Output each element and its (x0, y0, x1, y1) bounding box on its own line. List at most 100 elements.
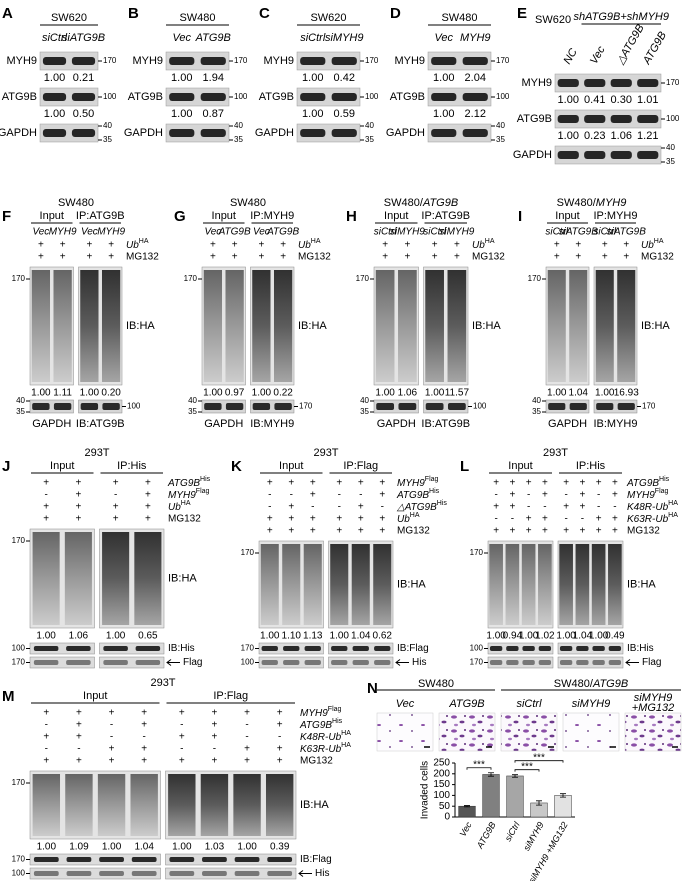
band (33, 646, 59, 651)
cell-line: SW480 (441, 12, 477, 24)
text-segment: K48R-Ub (300, 732, 342, 743)
sign: + (38, 252, 44, 263)
sign: + (602, 240, 608, 251)
sign: - (494, 490, 497, 501)
panel-letter: B (128, 5, 139, 22)
sign: + (579, 526, 585, 537)
band (99, 871, 124, 876)
lane-label: ATG9B (640, 30, 669, 67)
protein-label: GAPDH (386, 127, 425, 139)
sign: + (404, 240, 410, 251)
text-segment: SW480/ (384, 197, 424, 209)
panel-letter: D (390, 5, 401, 22)
smear (375, 270, 395, 382)
band (131, 857, 157, 862)
lane-label: siCtrl (42, 32, 68, 44)
smear (282, 544, 301, 625)
sign: + (43, 732, 49, 743)
band (304, 660, 321, 665)
sign: + (310, 514, 316, 525)
sign: + (76, 732, 82, 743)
band (300, 93, 326, 101)
quant: 1.00 (36, 631, 56, 642)
protein-label: MYH9 (521, 77, 552, 89)
group-label: Input (40, 210, 64, 222)
condition-label: MYH9Flag (397, 476, 439, 488)
sign: - (543, 502, 546, 513)
ib-label: IB:HA (641, 320, 670, 332)
sign: + (258, 252, 264, 263)
band (103, 660, 128, 665)
condition-label: K63R-UbHA (300, 742, 351, 754)
sign: + (86, 252, 92, 263)
error-bar (560, 793, 566, 798)
sign: + (60, 252, 66, 263)
band (462, 57, 488, 65)
lane-label: siCtrl (300, 32, 326, 44)
sign: + (623, 252, 629, 263)
protein-label: GAPDH (377, 418, 416, 430)
ib-label: IB:HA (627, 578, 656, 590)
smear (53, 270, 72, 382)
lane-label: Vec (81, 227, 98, 238)
sign: + (612, 478, 618, 489)
mw-marker: 100 (473, 402, 487, 411)
protein-label: His (315, 868, 329, 879)
sign: + (379, 526, 385, 537)
band (584, 115, 606, 123)
smear (351, 544, 370, 625)
band (331, 129, 357, 137)
mw-marker: 35 (103, 135, 112, 144)
quant: 1.00 (375, 388, 395, 399)
sign: + (277, 744, 283, 755)
protein-label: MYH9 (132, 55, 163, 67)
mw-marker: 35 (666, 157, 675, 166)
sign: + (113, 514, 119, 525)
quant: 1.11 (53, 388, 72, 399)
lane-label: NC (561, 47, 579, 67)
band (576, 646, 589, 651)
sign: + (563, 478, 569, 489)
condition-label: MG132 (298, 252, 331, 263)
group-label: SW480/ATG9B (554, 678, 628, 690)
protein-label: GAPDH (32, 418, 71, 430)
sign: + (75, 490, 81, 501)
quant: 1.00 (260, 631, 280, 642)
sign: - (180, 720, 183, 731)
condition-label: UbHA (168, 500, 191, 512)
smear (260, 544, 279, 625)
lane-label: MYH9 (97, 227, 125, 238)
quant: 1.01 (637, 94, 658, 106)
text-segment: HA (485, 238, 495, 245)
band (80, 403, 99, 410)
sign: - (311, 502, 314, 513)
arrow (298, 870, 312, 877)
band (169, 129, 195, 137)
smear (575, 544, 590, 625)
band (610, 79, 632, 87)
band (169, 871, 195, 876)
mw-marker: 170 (528, 274, 542, 283)
panel-letter: A (2, 5, 13, 22)
sign: - (278, 732, 281, 743)
panel-letter: M (2, 688, 15, 705)
sign: + (179, 756, 185, 767)
band (169, 857, 195, 862)
band (576, 660, 589, 665)
sign: - (338, 502, 341, 513)
mw-marker: 170 (184, 274, 198, 283)
protein-label: MYH9 (263, 55, 294, 67)
mw-marker: 40 (365, 121, 374, 130)
error-bar (488, 772, 494, 777)
sign: + (113, 478, 119, 489)
x-tick-label: ATG9B (474, 820, 498, 851)
condition-label: UbHA (298, 238, 321, 250)
sign: + (379, 490, 385, 501)
text-segment: Ub (298, 240, 311, 251)
quant: 1.00 (595, 388, 615, 399)
sign: - (213, 744, 216, 755)
smear (134, 532, 162, 625)
band (42, 57, 67, 65)
sign: - (268, 490, 271, 501)
sign: - (143, 732, 146, 743)
